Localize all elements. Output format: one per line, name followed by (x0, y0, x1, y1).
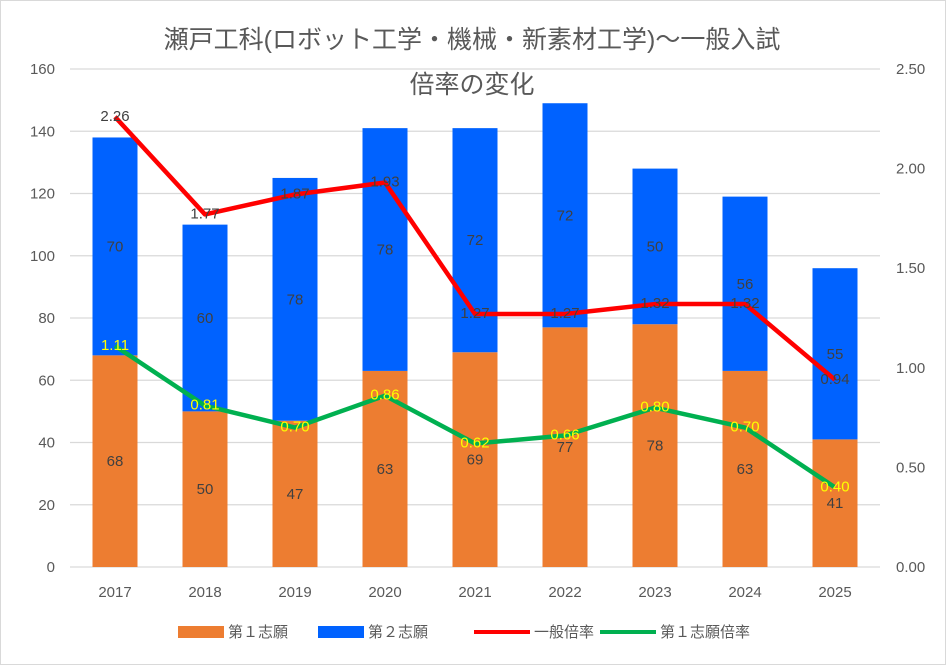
bar-first-choice (92, 355, 138, 567)
data-label-first-choice-ratio: 0.81 (190, 397, 219, 414)
x-tick-label: 2022 (548, 584, 581, 601)
y-left-tick-label: 80 (38, 310, 55, 327)
data-label-general-ratio: 0.94 (820, 371, 849, 388)
data-label-first-choice: 78 (647, 438, 664, 455)
bar-first-choice (722, 370, 768, 567)
bar-second-choice (812, 268, 858, 440)
data-label-first-choice: 77 (557, 439, 574, 456)
y-left-tick-label: 20 (38, 497, 55, 514)
data-label-first-choice: 41 (827, 495, 844, 512)
bar-first-choice (272, 420, 318, 567)
bar-second-choice (632, 168, 678, 325)
line-general-ratio (113, 115, 837, 382)
data-label-second-choice: 50 (647, 238, 664, 255)
data-label-first-choice-ratio: 1.11 (101, 337, 129, 354)
data-label-second-choice: 70 (107, 238, 124, 255)
legend-swatch (178, 626, 224, 638)
data-label-second-choice: 56 (737, 276, 754, 293)
bar-second-choice (722, 196, 768, 371)
data-label-second-choice: 60 (197, 310, 214, 327)
data-label-second-choice: 72 (557, 207, 574, 224)
bar-second-choice (362, 128, 408, 371)
data-label-first-choice: 68 (107, 453, 124, 470)
y-right-tick-label: 0.50 (896, 459, 925, 476)
y-right-tick-label: 2.50 (896, 61, 925, 78)
legend-label: 第１志願 (228, 623, 288, 641)
data-label-first-choice-ratio: 0.80 (640, 399, 669, 416)
x-tick-label: 2023 (638, 584, 671, 601)
bar-first-choice (182, 411, 228, 567)
data-label-general-ratio: 1.32 (730, 295, 759, 312)
bar-second-choice (182, 224, 228, 412)
bar-second-choice (542, 103, 588, 328)
y-left-tick-label: 120 (30, 186, 55, 203)
data-label-first-choice-ratio: 0.40 (820, 478, 849, 495)
y-left-tick-label: 60 (38, 372, 55, 389)
y-right-tick-label: 1.50 (896, 260, 925, 277)
x-tick-label: 2020 (368, 584, 401, 601)
data-label-general-ratio: 1.32 (640, 295, 669, 312)
bar-first-choice (812, 439, 858, 567)
bar-first-choice (452, 352, 498, 567)
data-label-first-choice: 47 (287, 486, 304, 503)
y-left-tick-label: 160 (30, 61, 55, 78)
data-label-general-ratio: 1.27 (550, 305, 579, 322)
data-label-first-choice-ratio: 0.70 (280, 419, 309, 436)
legend-swatch (318, 626, 364, 638)
bar-first-choice (542, 327, 588, 567)
x-tick-label: 2018 (188, 584, 221, 601)
data-label-general-ratio: 2.26 (100, 108, 129, 125)
x-tick-label: 2024 (728, 584, 761, 601)
x-tick-label: 2025 (818, 584, 851, 601)
data-label-second-choice: 78 (377, 242, 394, 259)
x-tick-label: 2021 (458, 584, 491, 601)
data-label-first-choice-ratio: 0.66 (550, 427, 579, 444)
bar-second-choice (92, 137, 138, 356)
data-label-first-choice: 69 (467, 452, 484, 469)
data-label-second-choice: 72 (467, 232, 484, 249)
data-label-first-choice-ratio: 0.86 (370, 387, 399, 404)
data-label-first-choice: 63 (737, 461, 754, 478)
line-first-choice-ratio (113, 344, 837, 490)
chart-title: 瀬戸工科(ロボット工学・機械・新素材工学)〜一般入試 (164, 26, 781, 54)
legend-label: 第２志願 (368, 623, 428, 641)
data-label-first-choice-ratio: 0.70 (730, 419, 759, 436)
y-left-tick-label: 40 (38, 435, 55, 452)
data-label-second-choice: 78 (287, 291, 304, 308)
chart-title: 倍率の変化 (409, 71, 534, 99)
data-label-general-ratio: 1.93 (370, 174, 399, 191)
data-label-second-choice: 55 (827, 346, 844, 363)
y-left-tick-label: 0 (47, 559, 55, 576)
y-right-tick-label: 2.00 (896, 161, 925, 178)
data-label-general-ratio: 1.77 (190, 205, 219, 222)
data-label-general-ratio: 1.87 (280, 185, 309, 202)
y-left-tick-label: 100 (30, 248, 55, 265)
y-left-tick-label: 140 (30, 123, 55, 140)
x-tick-label: 2017 (98, 584, 131, 601)
legend-label: 第１志願倍率 (660, 623, 750, 641)
bar-second-choice (272, 177, 318, 421)
bar-first-choice (632, 324, 678, 567)
data-label-general-ratio: 1.27 (460, 305, 489, 322)
y-right-tick-label: 0.00 (896, 559, 925, 576)
y-right-tick-label: 1.00 (896, 360, 925, 377)
x-tick-label: 2019 (278, 584, 311, 601)
data-label-first-choice: 50 (197, 481, 214, 498)
legend-label: 一般倍率 (534, 624, 594, 641)
data-label-first-choice: 63 (377, 461, 394, 478)
data-label-first-choice-ratio: 0.62 (460, 434, 489, 451)
